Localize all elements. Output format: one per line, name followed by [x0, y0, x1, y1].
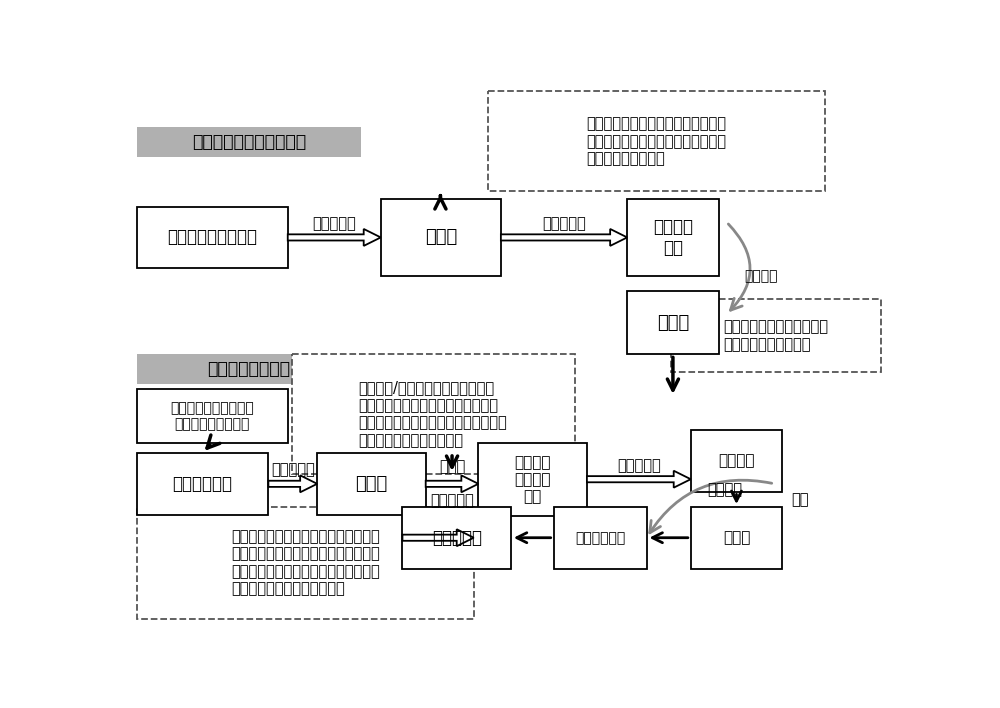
Text: 单层膜: 单层膜 [723, 530, 750, 545]
Text: 静电纺丝: 静电纺丝 [745, 270, 778, 284]
Text: 流延: 流延 [792, 492, 809, 507]
Text: 玉米醇溶蛋白: 玉米醇溶蛋白 [575, 531, 625, 544]
Text: 抗菌膜: 抗菌膜 [657, 314, 689, 332]
Text: 传统脂质体虽然可以将精油包裹，但
在释放过程中，不可调控释放，起不
到预防菌类的产生。: 传统脂质体虽然可以将精油包裹，但 在释放过程中，不可调控释放，起不 到预防菌类的… [586, 116, 726, 166]
Bar [137, 207, 288, 268]
Bar [554, 507, 647, 569]
Bar [488, 91, 825, 191]
Text: 双层抗菌膜: 双层抗菌膜 [432, 529, 482, 547]
Bar [691, 507, 782, 569]
Polygon shape [268, 475, 317, 492]
Text: 冻融，超声: 冻融，超声 [430, 493, 474, 508]
Bar [627, 291, 719, 355]
Polygon shape [587, 471, 691, 488]
Text: 水合，超声: 水合，超声 [312, 216, 356, 231]
Bar [478, 443, 587, 516]
Bar [691, 430, 782, 491]
Bar [137, 453, 268, 515]
Bar [137, 355, 361, 384]
Text: 二棕榈酰磷脂酰甘油、
二硬脂酰磷脂酰胆碱: 二棕榈酰磷脂酰甘油、 二硬脂酰磷脂酰胆碱 [170, 401, 254, 431]
Text: 脂质体: 脂质体 [425, 229, 457, 246]
Text: 玉米醇溶
蛋白: 玉米醇溶 蛋白 [653, 218, 693, 257]
Polygon shape [288, 229, 381, 246]
Text: 本发明技术路线图: 本发明技术路线图 [208, 360, 290, 378]
Bar [137, 389, 288, 443]
Text: 静电纺丝膜因较差机械性能
限制了在实际的应用。: 静电纺丝膜因较差机械性能 限制了在实际的应用。 [724, 319, 828, 352]
Text: 脂质体: 脂质体 [355, 475, 388, 493]
Bar [137, 507, 474, 619]
Polygon shape [501, 229, 627, 246]
Text: 蛋白质: 蛋白质 [439, 459, 465, 474]
Text: 热敏蛋白
质复合脂
质体: 热敏蛋白 质复合脂 质体 [514, 455, 551, 505]
Bar [671, 299, 881, 372]
Polygon shape [426, 475, 478, 492]
Bar [627, 199, 719, 276]
Polygon shape [402, 530, 474, 546]
Bar [402, 507, 511, 569]
Text: 复合热敏/蛋白质脂质体不但可以控
制释放效果，在温度相对偏高的储藏
环境中，膜流动性增大，结构变松散，
可有效的预防菌类的产生。: 复合热敏/蛋白质脂质体不但可以控 制释放效果，在温度相对偏高的储藏 环境中，膜流… [359, 380, 507, 447]
Text: 静电纺丝: 静电纺丝 [707, 482, 742, 498]
Text: 胆固醇、精油: 胆固醇、精油 [173, 475, 232, 493]
Text: 取少量加入: 取少量加入 [617, 458, 661, 473]
Text: 传统可食性抗菌膜路线图: 传统可食性抗菌膜路线图 [192, 133, 306, 151]
Text: 取少量加入: 取少量加入 [542, 216, 586, 231]
Bar [137, 127, 361, 156]
Bar [292, 355, 574, 474]
Text: 磷脂、胆固醇、精油: 磷脂、胆固醇、精油 [167, 229, 257, 246]
Text: 通过静电纺丝和流延技术结合可有效提
高静电纺丝膜的机械性能并起到定向释
放的效果，此外，还可改善基材因相容
性问题引起的膜分离的现象。: 通过静电纺丝和流延技术结合可有效提 高静电纺丝膜的机械性能并起到定向释 放的效果… [231, 529, 380, 596]
Text: 水合，超声: 水合，超声 [271, 462, 315, 477]
Bar [381, 199, 501, 276]
Bar [317, 453, 426, 515]
Text: 果胶溶液: 果胶溶液 [718, 453, 755, 468]
